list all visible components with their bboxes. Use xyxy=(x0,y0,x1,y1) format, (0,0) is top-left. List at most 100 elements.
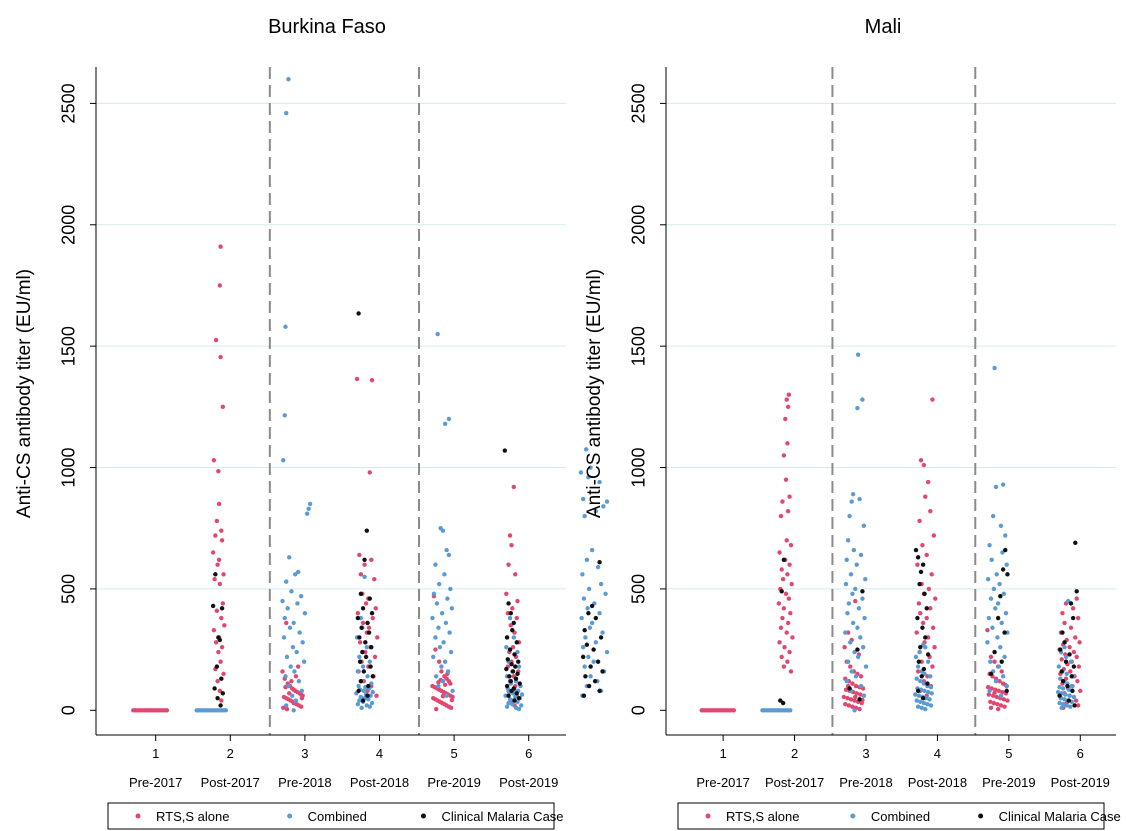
data-point xyxy=(1074,654,1079,660)
x-category-label: Pre-2019 xyxy=(427,775,480,790)
data-point xyxy=(504,666,509,672)
data-point xyxy=(998,693,1004,698)
y-tick-label: 1000 xyxy=(59,448,79,488)
data-point xyxy=(1062,697,1067,702)
data-point xyxy=(988,654,994,660)
data-point xyxy=(920,695,926,701)
data-point xyxy=(852,698,857,703)
data-point xyxy=(992,649,997,655)
data-point xyxy=(504,683,510,689)
data-point xyxy=(368,664,373,669)
data-point xyxy=(931,533,937,538)
data-point xyxy=(295,664,301,669)
data-point xyxy=(845,695,850,701)
data-point xyxy=(449,606,455,611)
data-point xyxy=(848,697,854,702)
legend-marker xyxy=(705,813,711,819)
panel-burkina-faso: 0 500 1000 1500 2000 2500 1 Pre-2017 2 Post-2017 3… xyxy=(14,16,610,830)
series-combined xyxy=(760,352,1077,713)
data-point xyxy=(355,669,361,674)
data-point xyxy=(365,693,370,698)
data-point xyxy=(218,354,223,360)
data-point xyxy=(579,615,584,621)
data-point xyxy=(988,705,994,711)
data-point xyxy=(516,706,522,712)
data-point xyxy=(589,620,595,626)
data-point xyxy=(446,416,452,422)
data-point xyxy=(507,533,513,538)
data-point xyxy=(1062,644,1067,650)
data-point xyxy=(1000,689,1005,695)
data-point xyxy=(848,664,853,669)
data-point xyxy=(293,674,299,679)
data-point xyxy=(1060,678,1066,684)
x-tick-label: 1 xyxy=(152,746,159,761)
y-axis-label: Anti-CS antibody titer (EU/ml) xyxy=(584,269,605,518)
x-tick-label: 3 xyxy=(301,746,308,761)
data-point xyxy=(301,659,307,664)
data-point xyxy=(998,523,1004,528)
data-point xyxy=(362,562,367,567)
data-point xyxy=(211,627,217,633)
data-point xyxy=(851,547,857,553)
data-point xyxy=(448,649,454,655)
data-point xyxy=(581,693,587,698)
data-point xyxy=(855,625,860,630)
data-point xyxy=(214,608,220,613)
data-point xyxy=(504,704,510,709)
data-point xyxy=(597,560,602,565)
data-point xyxy=(853,598,858,604)
data-point xyxy=(786,596,792,601)
data-point xyxy=(511,635,516,640)
data-point xyxy=(922,671,927,677)
data-point xyxy=(985,640,990,645)
data-point xyxy=(598,581,604,587)
data-point xyxy=(785,404,791,410)
data-point xyxy=(1075,703,1081,708)
data-point xyxy=(922,591,927,596)
data-point xyxy=(516,659,521,664)
data-point xyxy=(223,708,229,713)
data-point xyxy=(853,674,859,679)
data-point xyxy=(215,695,220,701)
data-point xyxy=(433,647,438,652)
data-point xyxy=(289,678,294,684)
data-point xyxy=(915,615,920,621)
data-point xyxy=(515,649,520,655)
data-point xyxy=(917,649,922,655)
data-point xyxy=(450,688,455,694)
data-point xyxy=(992,659,997,664)
data-point xyxy=(431,654,436,660)
data-point xyxy=(1073,635,1078,640)
data-point xyxy=(355,615,361,621)
data-point xyxy=(1002,630,1007,635)
data-point xyxy=(294,649,299,655)
data-point xyxy=(919,705,924,711)
data-point xyxy=(1000,674,1006,679)
data-point xyxy=(446,552,452,558)
data-point xyxy=(915,704,921,709)
data-point xyxy=(290,693,295,698)
data-point xyxy=(366,683,371,689)
data-point xyxy=(582,513,587,519)
data-point xyxy=(358,591,364,596)
data-point xyxy=(212,686,217,691)
data-point xyxy=(356,683,361,689)
data-point xyxy=(850,620,856,626)
data-point xyxy=(925,681,930,686)
data-point xyxy=(582,664,587,669)
data-point xyxy=(375,635,380,640)
data-point xyxy=(915,555,921,560)
x-category-label: Pre-2018 xyxy=(278,775,331,790)
data-point xyxy=(587,625,593,630)
data-point xyxy=(916,693,922,698)
data-point xyxy=(779,589,784,594)
data-point xyxy=(512,698,517,703)
data-point xyxy=(219,606,225,611)
data-point xyxy=(366,697,371,702)
data-point xyxy=(845,610,850,616)
data-point xyxy=(437,644,443,650)
data-point xyxy=(846,601,852,606)
data-point xyxy=(283,674,288,679)
data-point xyxy=(788,610,793,616)
